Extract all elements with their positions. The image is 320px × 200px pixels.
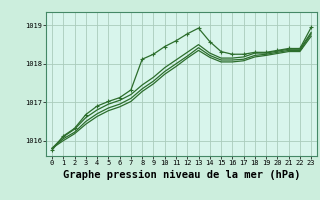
X-axis label: Graphe pression niveau de la mer (hPa): Graphe pression niveau de la mer (hPa) [63, 170, 300, 180]
